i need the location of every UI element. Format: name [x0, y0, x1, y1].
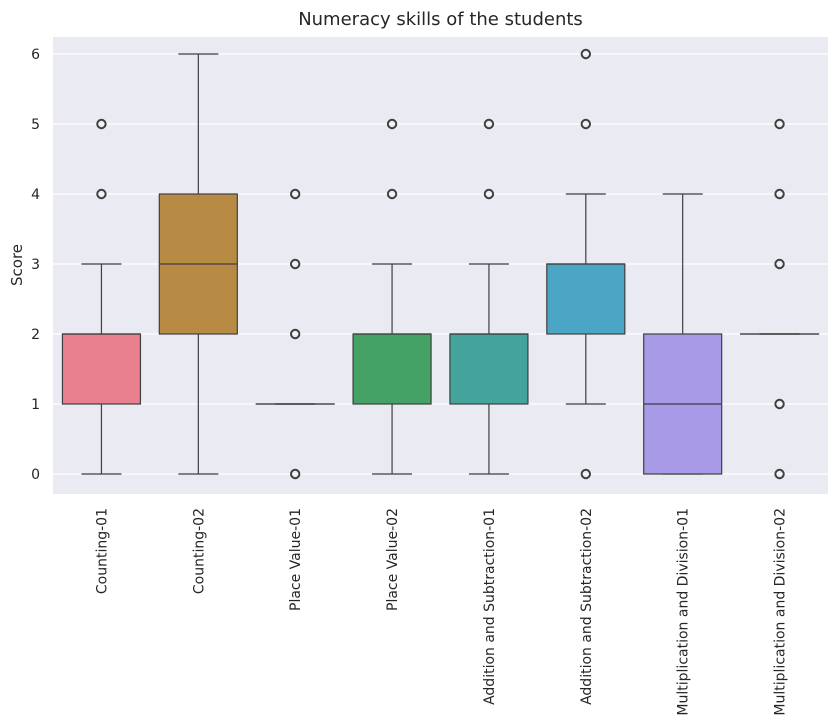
box-group: [546, 48, 626, 480]
outlier-point: [96, 118, 107, 130]
y-tick-label: 3: [31, 257, 40, 273]
box-iqr: [546, 263, 626, 335]
y-axis-ticks: 0 1 2 3 4 5 6: [31, 47, 40, 483]
x-tick-label: Addition and Subtraction-01: [482, 508, 498, 705]
x-tick-label: Counting-01: [94, 508, 110, 594]
x-tick-label: Place Value-02: [385, 508, 401, 611]
x-tick-label: Place Value-01: [288, 508, 304, 611]
y-tick-label: 6: [31, 47, 40, 63]
x-tick-label: Multiplication and Division-01: [676, 508, 692, 716]
outlier-point: [289, 258, 301, 270]
outlier-point: [774, 398, 785, 410]
y-tick-label: 2: [31, 327, 40, 343]
outlier-point: [289, 328, 301, 340]
box-group: [449, 118, 529, 475]
box-group: [255, 188, 335, 480]
y-axis-label: Score: [8, 244, 26, 286]
box-series: [61, 48, 820, 480]
x-tick-label: Addition and Subtraction-02: [579, 508, 595, 705]
outlier-point: [774, 188, 785, 200]
y-tick-label: 0: [31, 467, 40, 483]
y-tick-label: 4: [31, 187, 40, 203]
outlier-point: [774, 118, 785, 130]
x-axis-ticks: Counting-01 Counting-02 Place Value-01 Plac…: [94, 508, 788, 716]
x-tick-label: Multiplication and Division-02: [773, 508, 789, 716]
outlier-point: [386, 188, 398, 200]
outlier-point: [774, 258, 785, 270]
box-group: [158, 53, 238, 475]
box-iqr: [61, 333, 142, 405]
box-iqr: [352, 333, 432, 405]
x-tick-label: Counting-02: [191, 508, 207, 594]
outlier-point: [96, 188, 107, 200]
box-group: [739, 118, 820, 480]
outlier-point: [483, 188, 495, 200]
outlier-point: [774, 468, 785, 480]
outlier-point: [386, 118, 398, 130]
outlier-point: [289, 468, 301, 480]
box-group: [352, 118, 432, 475]
outlier-point: [580, 48, 592, 60]
y-tick-label: 1: [31, 397, 40, 413]
box-group: [643, 193, 723, 475]
box-iqr: [449, 333, 529, 405]
chart-title: Numeracy skills of the students: [298, 9, 583, 30]
outlier-point: [483, 118, 495, 130]
y-tick-label: 5: [31, 117, 40, 133]
outlier-point: [289, 188, 301, 200]
outlier-point: [580, 118, 592, 130]
outlier-point: [580, 468, 592, 480]
box-group: [61, 118, 142, 475]
